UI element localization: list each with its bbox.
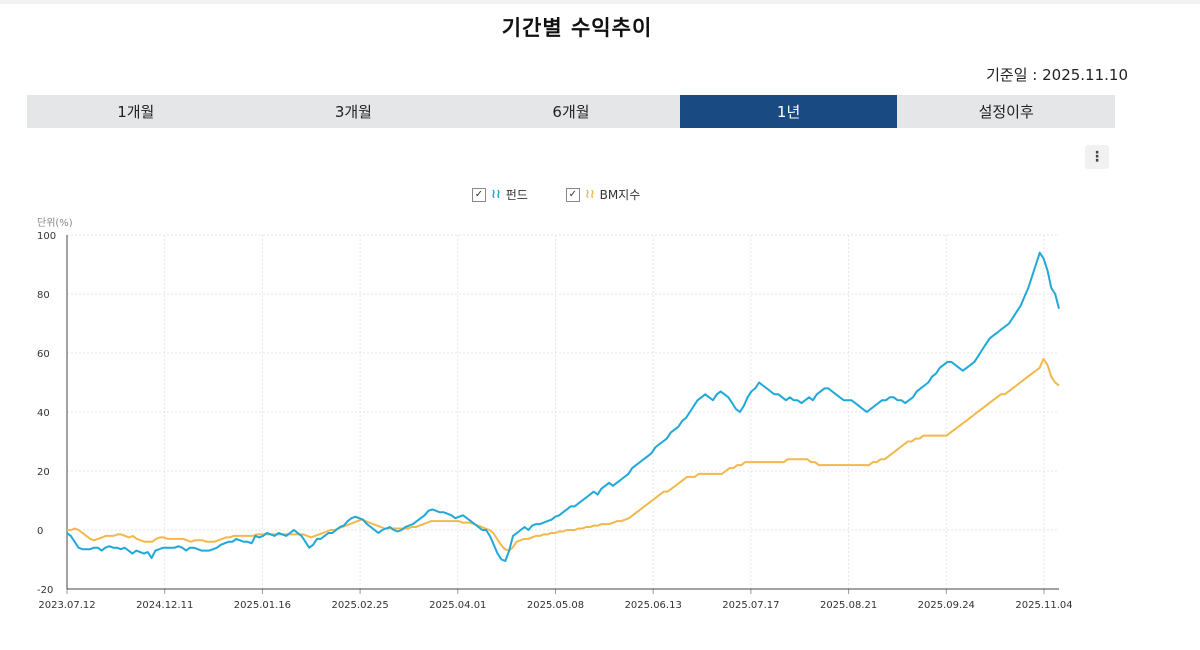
bm-checkbox-icon[interactable]: ✓ — [565, 187, 580, 202]
legend-bm[interactable]: ✓ ≀≀ BM지수 — [565, 186, 641, 203]
base-date: 기준일 : 2025.11.10 — [986, 66, 1128, 84]
bm-swatch-icon: ≀≀ — [584, 187, 595, 202]
tab-3-months[interactable]: 3개월 — [334, 103, 372, 121]
chart-legend: ✓ ≀≀ 펀드 ✓ ≀≀ BM지수 — [472, 186, 640, 203]
fund-line — [66, 251, 1060, 562]
x-tick-label: 2025.11.04 — [1015, 600, 1072, 611]
y-tick-label: 100 — [37, 231, 56, 242]
fund-checkbox-icon[interactable]: ✓ — [472, 187, 486, 202]
tab-since-inception[interactable]: 설정이후 — [978, 103, 1034, 121]
x-tick-label: 2024.12.11 — [136, 600, 193, 611]
y-tick-label: 80 — [37, 290, 50, 301]
page-title: 기간별 수익추이 — [501, 16, 653, 40]
top-border — [0, 0, 1200, 4]
bm-line — [67, 357, 1060, 552]
legend-fund[interactable]: ✓ ≀≀ 펀드 — [472, 186, 528, 203]
tab-1-year[interactable]: 1년 — [679, 95, 898, 128]
x-tick-label: 2025.01.16 — [234, 600, 291, 611]
x-tick-label: 2025.04.01 — [429, 600, 486, 611]
period-tabs: 1개월 3개월 6개월 1년 설정이후 — [27, 95, 1115, 128]
tab-6-months[interactable]: 6개월 — [552, 103, 590, 121]
y-tick-label: -20 — [37, 585, 53, 596]
x-tick-label: 2025.02.25 — [331, 600, 388, 611]
x-tick-label: 2025.06.13 — [625, 600, 682, 611]
y-unit-label: 단위(%) — [37, 216, 73, 229]
y-tick-label: 40 — [37, 408, 50, 419]
x-tick-label: 2025.07.17 — [722, 600, 779, 611]
y-tick-label: 20 — [37, 467, 50, 478]
y-tick-label: 0 — [37, 526, 43, 537]
tab-1-month[interactable]: 1개월 — [117, 103, 155, 121]
chart-menu-icon[interactable]: ⋮ — [1085, 145, 1109, 169]
legend-bm-label: BM지수 — [599, 188, 641, 202]
x-tick-label: 2023.07.12 — [38, 600, 95, 611]
legend-fund-label: 펀드 — [505, 188, 528, 202]
x-tick-label: 2025.09.24 — [918, 600, 975, 611]
y-tick-label: 60 — [37, 349, 50, 360]
x-tick-label: 2025.05.08 — [527, 600, 584, 611]
x-tick-label: 2025.08.21 — [820, 600, 877, 611]
fund-swatch-icon: ≀≀ — [491, 187, 501, 202]
